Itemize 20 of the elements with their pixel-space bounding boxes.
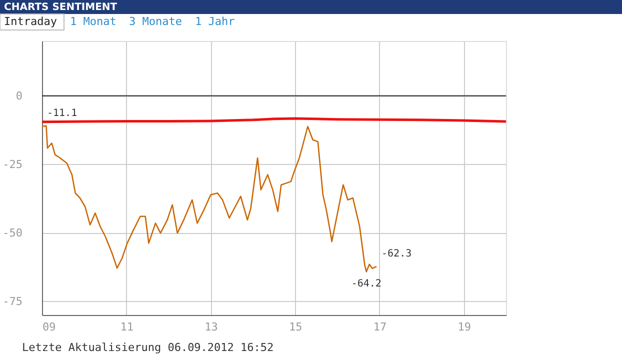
y-tick-label: 0 <box>16 89 22 102</box>
x-tick-label: 17 <box>373 320 387 334</box>
y-tick-label: -25 <box>2 158 22 171</box>
text: 1 Monat <box>70 15 116 28</box>
x-tick-label: 11 <box>120 320 134 334</box>
y-tick-label: -50 <box>2 226 22 240</box>
line-series <box>41 125 378 272</box>
x-tick-label: 15 <box>288 320 302 334</box>
chart-title: CHARTS SENTIMENT <box>4 2 118 13</box>
text: Letzte Aktualisierung 06.09.2012 16:52 <box>22 341 274 354</box>
annotation: -64.2 <box>351 278 382 290</box>
text: 1 Jahr <box>195 15 236 28</box>
text: 3 Monate <box>129 15 182 28</box>
y-tick-label: -75 <box>2 294 22 308</box>
x-tick-label: 19 <box>458 320 471 334</box>
x-tick-label: 13 <box>204 320 218 334</box>
text: Intraday <box>4 15 58 28</box>
annotation: -62.3 <box>382 248 412 260</box>
x-tick-label: 09 <box>42 320 56 334</box>
annotation: -11.1 <box>47 108 78 120</box>
